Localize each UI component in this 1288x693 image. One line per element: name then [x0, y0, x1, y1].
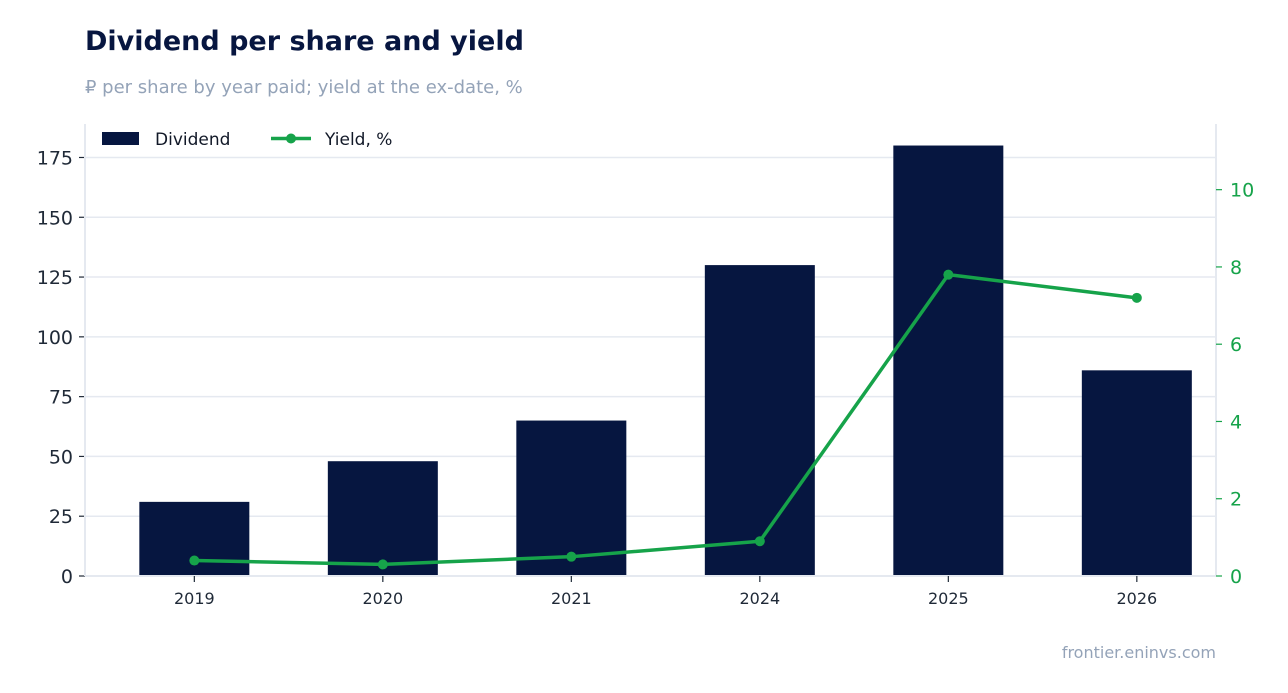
- yield-line: [194, 272, 1138, 567]
- bar-dividend-2025: [893, 145, 1004, 576]
- yield-point-2026: [1131, 292, 1142, 303]
- yield-point-2024: [754, 536, 765, 547]
- bar-dividend-2020: [327, 461, 438, 576]
- left-tick-label: 150: [37, 207, 73, 229]
- yield-point-2019: [189, 555, 200, 566]
- left-tick-label: 75: [49, 387, 73, 409]
- x-tick-label: 2019: [174, 589, 215, 608]
- left-tick-label: 50: [49, 446, 73, 468]
- bar-dividend-2024: [704, 265, 815, 576]
- legend-label-yield: Yield, %: [324, 130, 392, 150]
- right-tick-label: 2: [1230, 489, 1242, 511]
- legend-marker-yield: [286, 133, 296, 144]
- legend: Dividend Yield, %: [102, 130, 392, 150]
- chart-subtitle: ₽ per share by year paid; yield at the e…: [85, 77, 523, 98]
- right-tick-label: 6: [1230, 334, 1242, 356]
- legend-swatch-dividend: [102, 132, 139, 145]
- right-tick-label: 4: [1230, 411, 1242, 433]
- grid-lines: [85, 156, 1216, 577]
- left-tick-label: 175: [37, 147, 73, 169]
- left-tick-label: 125: [37, 267, 73, 289]
- bar-dividend-2021: [516, 420, 627, 576]
- right-tick-label: 0: [1230, 566, 1242, 588]
- x-tick-label: 2020: [362, 589, 403, 608]
- x-tick-label: 2024: [739, 589, 780, 608]
- yield-point-2021: [566, 551, 577, 562]
- x-tick-label: 2026: [1116, 589, 1157, 608]
- chart-title: Dividend per share and yield: [85, 26, 524, 57]
- x-tick-label: 2025: [928, 589, 969, 608]
- legend-label-dividend: Dividend: [155, 130, 230, 150]
- left-tick-label: 100: [37, 327, 73, 349]
- yield-point-2025: [943, 269, 954, 280]
- source-credit: frontier.eninvs.com: [1061, 643, 1216, 662]
- left-tick-label: 25: [49, 506, 73, 528]
- yield-line-group: [189, 269, 1142, 570]
- yield-point-2020: [377, 559, 388, 570]
- right-tick-label: 10: [1230, 180, 1254, 202]
- bar-dividend-2026: [1081, 370, 1192, 576]
- right-tick-label: 8: [1230, 257, 1242, 279]
- bars: [139, 145, 1192, 576]
- x-tick-label: 2021: [551, 589, 592, 608]
- left-tick-label: 0: [61, 566, 73, 588]
